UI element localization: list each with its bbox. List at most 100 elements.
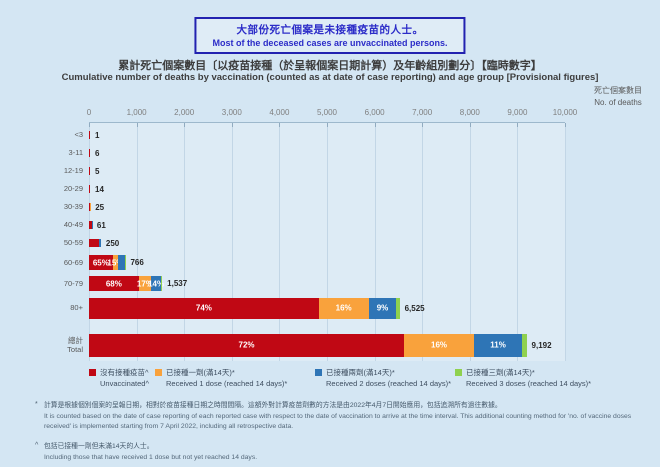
legend-label-en: Received 1 dose (reached 14 days)*: [166, 379, 288, 389]
bar-track: 6: [89, 144, 659, 162]
axis-tick-label: 7,000: [412, 108, 433, 117]
age-group-label: 3-11: [68, 148, 83, 158]
segment-percent-label: 68%: [105, 279, 122, 288]
bar-value-label: 6,525: [404, 303, 425, 313]
axis-tick-label: 6,000: [364, 108, 385, 117]
footnote-text-en: Including those that have received 1 dos…: [44, 453, 258, 461]
legend-label-en: Received 2 doses (reached 14 days)*: [326, 379, 452, 389]
bar-value-label: 9,192: [531, 340, 552, 350]
bar-segment-unvaccinated: [89, 131, 90, 139]
bar-segment-unvaccinated: [89, 167, 90, 175]
age-group-label: 12-19: [63, 166, 83, 176]
chart-title-en: Cumulative number of deaths by vaccinati…: [61, 72, 599, 83]
bar-segment-dose1: 16%: [404, 333, 475, 357]
footnote-text-zh: 計算是根據個別個案的呈報日期，相對於疫苗接種日期之時間間隔。這額外對計算疫苗劑數…: [44, 402, 502, 409]
segment-percent-label: 65%: [92, 258, 109, 267]
legend-label-en: Unvaccinated^: [100, 379, 149, 389]
legend: 沒有接種疫苗^ Unvaccinated^ 已接種一劑(滿14天)* Received…: [0, 367, 660, 397]
bar-track: 61: [89, 216, 659, 234]
stacked-bar: 74% 16% 9%: [89, 297, 400, 319]
axis-tick-label: 0: [86, 108, 92, 117]
bar-segment-dose2: 11%: [474, 333, 523, 357]
bar-segment-dose3: [124, 255, 126, 270]
bar-value-label: 25: [95, 202, 105, 212]
bar-segment-dose2: [118, 255, 125, 270]
bar-segment-unvaccinated: [89, 239, 99, 247]
bar-segment-dose1: 16%: [318, 297, 369, 319]
bar-track: 14: [89, 180, 659, 198]
bar-track: 68% 17% 14% 1,537: [89, 273, 659, 294]
segment-percent-label: 15%: [107, 258, 124, 267]
callout-box: 大部份死亡個案是未接種疫苗的人士。 Most of the deceased c…: [194, 17, 466, 54]
bar-segment-unvaccinated: 72%: [89, 333, 405, 357]
bar-segment-dose3: [161, 276, 163, 291]
axis-tick-mark: [374, 123, 376, 127]
legend-item-dose1: 已接種一劑(滿14天)* Received 1 dose (reached 14 …: [155, 367, 287, 390]
axis-tick-label: 8,000: [459, 108, 480, 117]
bar-value-label: 5: [95, 166, 100, 176]
bar-track: 74% 16% 9% 6,525: [89, 294, 659, 322]
axis-tick-mark: [327, 123, 328, 127]
bar-segment-dose3: [396, 297, 400, 319]
segment-percent-label: 17%: [136, 279, 153, 288]
legend-label: 已接種一劑(滿14天)* Received 1 dose (reached 14 …: [166, 367, 287, 390]
axis-tick-label: 3,000: [221, 108, 242, 117]
legend-label: 已接種兩劑(滿14天)* Received 2 doses (reached 14…: [326, 367, 451, 390]
axis-tick-mark: [422, 123, 424, 127]
axis-unit-zh: 死亡個案數目: [594, 86, 642, 95]
stacked-bar: 68% 17% 14%: [89, 276, 164, 291]
gridline: [565, 123, 566, 361]
gridline: [136, 123, 138, 361]
bar-track: 5: [89, 162, 659, 180]
footnotes: * 計算是根據個別個案的呈報日期，相對於疫苗接種日期之時間間隔。這額外對計算疫苗劑…: [35, 401, 635, 467]
segment-percent-label: 16%: [335, 303, 352, 313]
table-row: 30-39 25: [0, 198, 660, 216]
bar-segment-dose2: [98, 239, 101, 247]
legend-label-zh: 沒有接種疫苗^: [100, 368, 149, 377]
legend-label-zh: 已接種兩劑(滿14天)*: [326, 368, 395, 377]
footnote-marker: *: [35, 401, 38, 408]
stacked-bar: 72% 16% 11%: [89, 333, 527, 357]
age-group-label: 40-49: [63, 220, 83, 230]
table-row: 70-79 68% 17% 14% 1,537: [0, 273, 660, 294]
age-group-label: 50-59: [63, 238, 83, 248]
footnote-marker: ^: [35, 441, 39, 449]
table-row: <3 1: [0, 126, 660, 144]
table-row: 12-19 5: [0, 162, 660, 180]
legend-label: 沒有接種疫苗^ Unvaccinated^: [100, 367, 149, 390]
table-row: 60-69 65% 15% 766: [0, 252, 660, 273]
footnote-2: ^ 包括已接種一劑但未滿14天的人士。 Including those that h…: [35, 442, 635, 463]
legend-swatch-icon: [455, 369, 462, 376]
table-row: 50-59 250: [0, 234, 660, 252]
axis-tick-mark: [136, 123, 138, 127]
segment-percent-label: 9%: [376, 303, 389, 313]
table-row: 80+ 74% 16% 9% 6,525: [0, 294, 660, 322]
bar-segment-dose2: 14%: [148, 276, 164, 291]
table-row: 3-11 6: [0, 144, 660, 162]
bar-segment-dose3: [522, 333, 527, 357]
axis-tick-label: 4,000: [269, 108, 290, 117]
gridline: [279, 123, 281, 361]
gridline: [517, 123, 519, 361]
table-row: 40-49 61: [0, 216, 660, 234]
bar-segment-dose1: 17%: [136, 276, 153, 291]
axis-ticks: 0 1,000 2,000 3,000 4,000 5,000 6,000 7,000 8,00…: [86, 108, 577, 120]
legend-item-unvaccinated: 沒有接種疫苗^ Unvaccinated^: [89, 367, 149, 390]
axis-unit-label: 死亡個案數目 No. of deaths: [594, 85, 642, 108]
axis-tick-label: 1,000: [126, 108, 147, 117]
bar-segment-dose2: 9%: [368, 297, 397, 319]
footnote-1: * 計算是根據個別個案的呈報日期，相對於疫苗接種日期之時間間隔。這額外對計算疫苗劑…: [35, 401, 635, 433]
axis-tick-mark: [565, 123, 566, 127]
bar-segment-unvaccinated: [89, 221, 92, 229]
axis-tick-mark: [469, 123, 471, 127]
legend-label-zh: 已接種一劑(滿14天)*: [166, 368, 235, 377]
age-group-label: 60-69: [63, 257, 83, 267]
stacked-bar: [89, 239, 101, 247]
bar-track: 1: [89, 126, 659, 144]
stacked-bar: [89, 185, 90, 193]
bar-segment-dose1: [89, 203, 91, 211]
segment-percent-label: 74%: [195, 303, 212, 313]
age-group-label: 70-79: [63, 278, 83, 288]
stacked-bar: [89, 131, 90, 139]
